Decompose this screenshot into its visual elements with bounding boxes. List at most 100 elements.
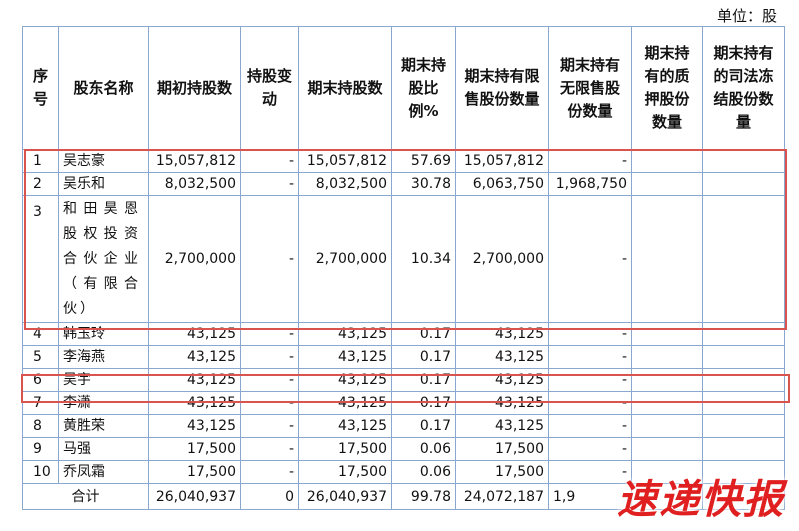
cell-restricted: 43,125 — [455, 345, 549, 369]
table-row: 10 乔凤霜 17,500 - 17,500 0.06 17,500 - — [22, 460, 785, 484]
cell-name-wrapper: 和田昊恩股权投资合伙企业（有限合伙） — [58, 195, 149, 323]
header-unrestricted: 期末持有无限售股份数量 — [548, 26, 632, 150]
cell-end: 43,125 — [298, 322, 392, 346]
cell-end: 43,125 — [298, 391, 392, 415]
cell-begin: 2,700,000 — [148, 195, 241, 323]
total-frozen — [702, 483, 785, 510]
cell-name: 李海燕 — [58, 345, 149, 369]
watermark-logo: 速递快报 — [617, 477, 785, 523]
cell-name: 和田昊恩股权投资合伙企业（有限合伙） — [63, 200, 141, 317]
total-change: 0 — [240, 483, 299, 510]
cell-change: - — [240, 172, 299, 196]
cell-unrestricted: - — [548, 368, 632, 392]
cell-pct: 0.06 — [391, 437, 456, 461]
cell-pct: 0.17 — [391, 368, 456, 392]
shareholder-table: 序号 股东名称 期初持股数 持股变动 期末持股数 期末持股比例% 期末持有限售股… — [22, 26, 785, 510]
cell-frozen — [702, 437, 785, 461]
cell-frozen — [702, 172, 785, 196]
cell-begin: 43,125 — [148, 322, 241, 346]
cell-unrestricted: - — [548, 149, 632, 173]
cell-begin: 43,125 — [148, 368, 241, 392]
cell-unrestricted: - — [548, 322, 632, 346]
cell-name: 韩玉玲 — [58, 322, 149, 346]
cell-change: - — [240, 345, 299, 369]
total-begin: 26,040,937 — [148, 483, 241, 510]
table-row: 2 吴乐和 8,032,500 - 8,032,500 30.78 6,063,… — [22, 172, 785, 196]
cell-index: 8 — [22, 414, 59, 438]
cell-restricted: 17,500 — [455, 437, 549, 461]
cell-index: 5 — [22, 345, 59, 369]
cell-restricted: 6,063,750 — [455, 172, 549, 196]
cell-restricted: 15,057,812 — [455, 149, 549, 173]
table-row: 5 李海燕 43,125 - 43,125 0.17 43,125 - — [22, 345, 785, 369]
cell-index: 10 — [22, 460, 59, 484]
header-index: 序号 — [22, 26, 59, 150]
cell-index: 9 — [22, 437, 59, 461]
cell-change: - — [240, 149, 299, 173]
cell-restricted: 43,125 — [455, 414, 549, 438]
table-row: 3 和田昊恩股权投资合伙企业（有限合伙） 2,700,000 - 2,700,0… — [22, 195, 785, 323]
cell-begin: 17,500 — [148, 460, 241, 484]
cell-name: 李潇 — [58, 391, 149, 415]
table-row: 4 韩玉玲 43,125 - 43,125 0.17 43,125 - — [22, 322, 785, 346]
cell-pledged — [631, 172, 703, 196]
total-restricted: 24,072,187 — [455, 483, 549, 510]
cell-restricted: 17,500 — [455, 460, 549, 484]
cell-end: 8,032,500 — [298, 172, 392, 196]
table-row: 1 吴志豪 15,057,812 - 15,057,812 57.69 15,0… — [22, 149, 785, 173]
table-row: 7 李潇 43,125 - 43,125 0.17 43,125 - — [22, 391, 785, 415]
table-row: 9 马强 17,500 - 17,500 0.06 17,500 - — [22, 437, 785, 461]
cell-unrestricted: - — [548, 345, 632, 369]
cell-frozen — [702, 391, 785, 415]
cell-index: 7 — [22, 391, 59, 415]
cell-end: 43,125 — [298, 414, 392, 438]
cell-pledged — [631, 345, 703, 369]
cell-pledged — [631, 437, 703, 461]
header-end: 期末持股数 — [298, 26, 392, 150]
cell-end: 15,057,812 — [298, 149, 392, 173]
cell-name: 吴志豪 — [58, 149, 149, 173]
cell-change: - — [240, 437, 299, 461]
cell-begin: 8,032,500 — [148, 172, 241, 196]
cell-frozen — [702, 345, 785, 369]
cell-end: 2,700,000 — [298, 195, 392, 323]
cell-unrestricted: - — [548, 414, 632, 438]
cell-pct: 0.17 — [391, 391, 456, 415]
cell-end: 17,500 — [298, 460, 392, 484]
cell-index: 2 — [22, 172, 59, 196]
cell-frozen — [702, 368, 785, 392]
cell-unrestricted: - — [548, 460, 632, 484]
cell-begin: 43,125 — [148, 391, 241, 415]
header-restricted: 期末持有限售股份数量 — [455, 26, 549, 150]
cell-index: 3 — [22, 195, 59, 323]
cell-frozen — [702, 195, 785, 323]
cell-begin: 15,057,812 — [148, 149, 241, 173]
header-frozen: 期末持有的司法冻结股份数量 — [702, 26, 785, 150]
cell-frozen — [702, 414, 785, 438]
cell-name: 马强 — [58, 437, 149, 461]
cell-pct: 0.17 — [391, 345, 456, 369]
total-unrestricted: 1,9 — [548, 483, 632, 510]
cell-begin: 43,125 — [148, 345, 241, 369]
total-end: 26,040,937 — [298, 483, 392, 510]
cell-pct: 0.17 — [391, 414, 456, 438]
cell-pct: 30.78 — [391, 172, 456, 196]
table-header-row: 序号 股东名称 期初持股数 持股变动 期末持股数 期末持股比例% 期末持有限售股… — [22, 26, 785, 150]
cell-end: 43,125 — [298, 345, 392, 369]
cell-unrestricted: - — [548, 437, 632, 461]
cell-restricted: 43,125 — [455, 322, 549, 346]
cell-restricted: 2,700,000 — [455, 195, 549, 323]
cell-restricted: 43,125 — [455, 391, 549, 415]
cell-name: 吴宇 — [58, 368, 149, 392]
cell-begin: 17,500 — [148, 437, 241, 461]
cell-frozen — [702, 322, 785, 346]
unit-label: 单位：股 — [716, 7, 777, 25]
table-row: 8 黄胜荣 43,125 - 43,125 0.17 43,125 - — [22, 414, 785, 438]
cell-unrestricted: - — [548, 391, 632, 415]
header-pledged: 期末持有的质押股份数量 — [631, 26, 703, 150]
cell-change: - — [240, 391, 299, 415]
header-change: 持股变动 — [240, 26, 299, 150]
total-pledged — [631, 483, 703, 510]
cell-pct: 0.06 — [391, 460, 456, 484]
